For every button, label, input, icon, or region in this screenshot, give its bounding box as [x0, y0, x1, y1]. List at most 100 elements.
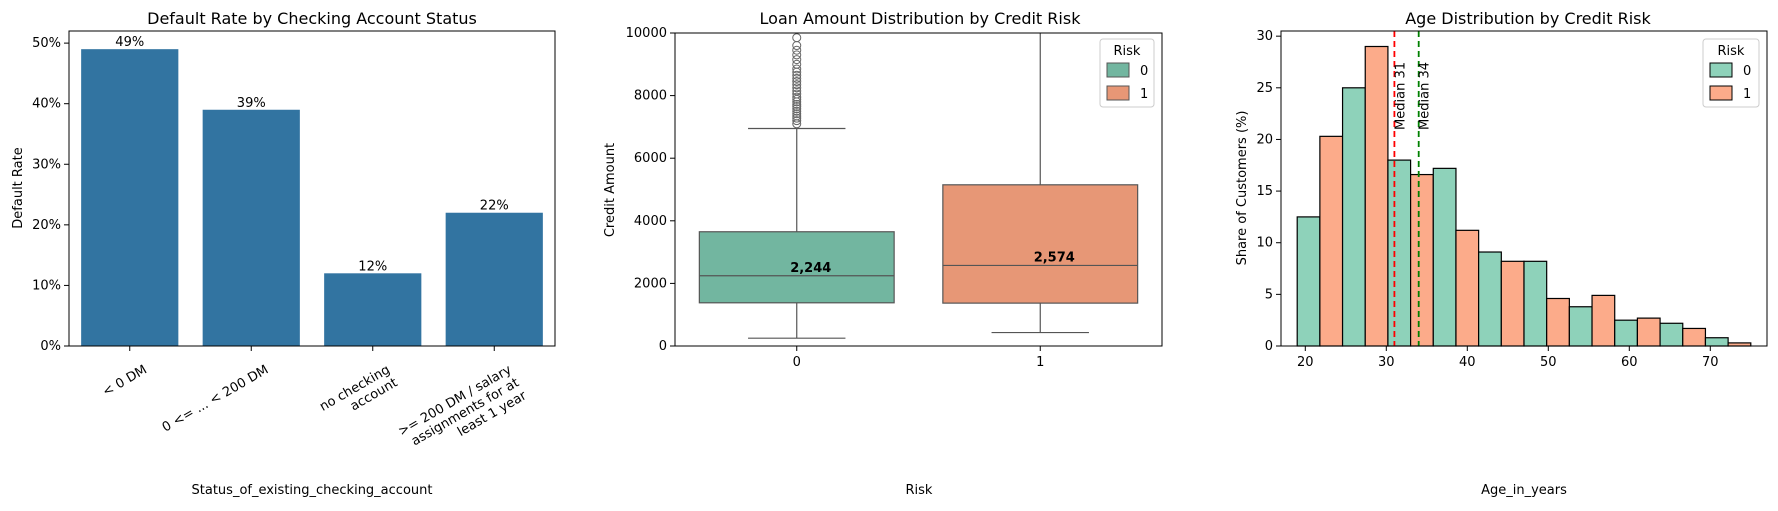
chart3-hist-bar [1636, 317, 1661, 347]
chart1-ylabel: Default Rate [11, 147, 26, 228]
chart1-xtick-label: 0 <= ... < 200 DM [160, 362, 271, 435]
chart3-legend: Risk 0 1 [1702, 38, 1760, 108]
chart3-hist-bar [1659, 322, 1684, 347]
chart3-ytick-label: 5 [1265, 287, 1273, 302]
chart1-data-label: 12% [358, 259, 387, 274]
chart1-ytick-label: 30% [32, 157, 61, 172]
chart2-outlier [792, 109, 802, 119]
chart1-xtick-label: >= 200 DM / salaryassignments for atleas… [396, 362, 530, 465]
chart1-ytick-label: 20% [32, 218, 61, 233]
chart2-ytick-label: 6000 [634, 151, 667, 166]
chart2-median-label: 2,244 [790, 261, 831, 276]
chart2-xtick-label: 0 [793, 355, 801, 370]
chart3-ytick-label: 20 [1256, 132, 1273, 147]
chart1-xlabel: Status_of_existing_checking_account [192, 483, 433, 498]
chart3-xlabel: Age_in_years [1481, 483, 1567, 498]
chart-default-rate: Default Rate by Checking Account Status … [11, 9, 556, 498]
chart2-outlier [792, 77, 802, 87]
chart2-outlier [792, 86, 802, 96]
chart3-hist-bar [1296, 216, 1321, 347]
chart2-ytick-label: 10000 [626, 26, 667, 41]
chart3-hist-bar [1364, 45, 1389, 347]
chart1-title: Default Rate by Checking Account Status [147, 9, 477, 28]
chart2-median-label: 2,574 [1034, 250, 1075, 265]
chart3-hist-bar [1341, 87, 1366, 347]
chart2-ytick-label: 2000 [634, 276, 667, 291]
chart3-hist-bar [1455, 229, 1480, 347]
chart2-outlier [792, 89, 802, 99]
chart1-data-label: 22% [480, 199, 509, 214]
chart2-outlier [792, 59, 802, 69]
chart2-outlier [792, 80, 802, 90]
chart2-outlier [792, 106, 802, 116]
chart1-bar [202, 109, 300, 346]
chart2-legend-label-0: 0 [1140, 64, 1148, 79]
chart1-ytick-label: 50% [32, 36, 61, 51]
chart1-data-label: 39% [237, 96, 266, 111]
chart2-outlier [792, 45, 802, 55]
chart2-title: Loan Amount Distribution by Credit Risk [760, 9, 1082, 28]
chart2-outlier [792, 73, 802, 83]
chart3-xtick-label: 70 [1702, 355, 1719, 370]
chart3-hist-bar [1546, 297, 1570, 347]
chart3-legend-swatch-0 [1709, 62, 1733, 78]
chart3-hist-bar [1500, 260, 1525, 347]
chart3-ytick-label: 30 [1256, 29, 1273, 44]
chart2-outlier [792, 50, 802, 60]
chart1-data-label: 49% [115, 35, 144, 50]
chart3-title: Age Distribution by Credit Risk [1405, 9, 1651, 28]
chart1-xtick-label: < 0 DM [100, 362, 150, 399]
chart2-ytick-label: 4000 [634, 214, 667, 229]
chart2-axes-frame [674, 32, 1163, 347]
chart2-xlabel: Risk [906, 483, 933, 498]
chart2-outlier [792, 64, 802, 74]
chart2-outlier [792, 116, 802, 126]
chart2-outlier [792, 55, 802, 65]
chart2-box [698, 231, 895, 304]
chart2-outlier [792, 83, 802, 93]
chart3-hist-bar [1568, 306, 1593, 347]
chart1-bar [81, 49, 179, 347]
chart2-ylabel: Credit Amount [603, 143, 618, 237]
chart2-box [942, 184, 1139, 304]
chart2-legend-label-1: 1 [1140, 87, 1148, 102]
chart2-outlier [792, 99, 802, 109]
chart3-hist-bar [1591, 294, 1616, 347]
chart2-outlier [792, 113, 802, 123]
chart3-hist-bar [1523, 260, 1548, 347]
chart3-hist-bar [1614, 319, 1638, 347]
chart2-outlier [792, 41, 802, 51]
chart3-median-label: Median 31 [1393, 62, 1408, 130]
chart3-hist-bar [1319, 135, 1344, 347]
chart2-outlier [792, 33, 802, 43]
chart3-hist-bar [1478, 251, 1502, 347]
chart3-xtick-label: 20 [1297, 355, 1314, 370]
chart2-legend-swatch-1 [1106, 85, 1130, 101]
chart3-legend-title: Risk [1718, 44, 1745, 59]
chart1-axes-frame [68, 30, 556, 347]
chart3-ytick-label: 15 [1256, 184, 1273, 199]
chart3-hist-bar [1432, 167, 1457, 347]
chart3-xtick-label: 30 [1378, 355, 1395, 370]
chart1-xtick-label: no checkingaccount [317, 362, 400, 427]
chart3-legend-swatch-1 [1709, 85, 1733, 101]
chart3-median-label: Median 34 [1418, 62, 1433, 130]
chart3-axes-frame [1280, 30, 1768, 347]
chart2-outlier [792, 70, 802, 80]
chart2-outlier [792, 92, 802, 102]
chart2-outlier [792, 111, 802, 121]
chart2-legend: Risk 0 1 [1099, 38, 1155, 108]
chart1-ytick-label: 0% [40, 339, 61, 354]
chart2-outlier [792, 102, 802, 112]
chart3-ylabel: Share of Customers (%) [1235, 111, 1250, 266]
chart1-ytick-label: 10% [32, 278, 61, 293]
chart3-ytick-label: 0 [1265, 339, 1273, 354]
chart1-ytick-label: 40% [32, 97, 61, 112]
chart-loan-amount: Loan Amount Distribution by Credit Risk … [603, 9, 1163, 498]
chart3-xtick-label: 60 [1621, 355, 1638, 370]
chart3-hist-bar [1704, 337, 1729, 347]
chart3-legend-label-0: 0 [1743, 64, 1751, 79]
chart3-xtick-label: 40 [1459, 355, 1476, 370]
chart2-legend-swatch-0 [1106, 62, 1130, 78]
